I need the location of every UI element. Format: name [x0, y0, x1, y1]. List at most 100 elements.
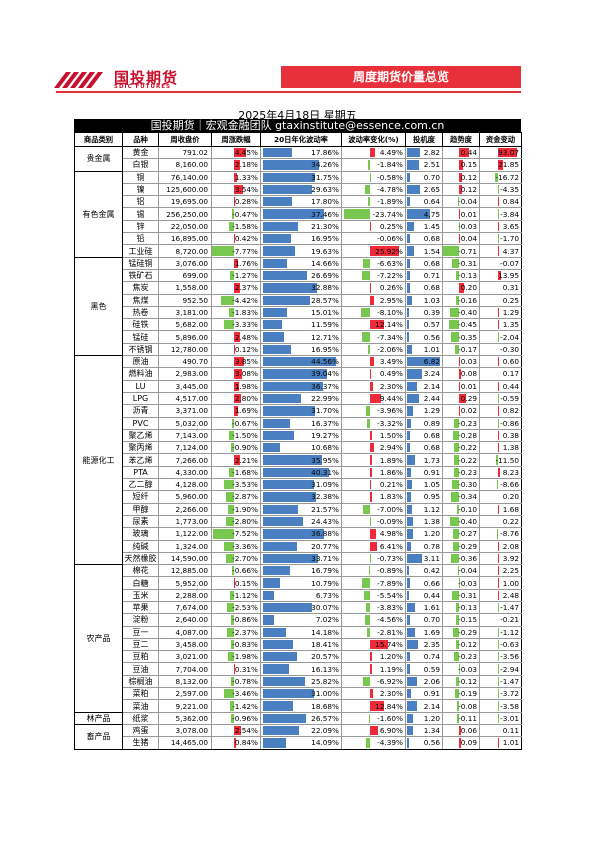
spec-bar	[406, 504, 413, 514]
close-price: 7,674.00	[158, 600, 212, 615]
spec-value: 1.03	[423, 295, 440, 305]
trend-cell: -0.19	[442, 687, 480, 701]
spec-value: 2.14	[423, 701, 440, 711]
trend-cell: -0.17	[442, 342, 480, 357]
vol-bar	[262, 713, 307, 723]
spec-cell: 0.66	[405, 576, 443, 590]
volchg-value: -7.89%	[377, 578, 403, 588]
vol-bar	[262, 418, 290, 428]
product-name: 尿素	[122, 514, 159, 529]
vol-bar	[262, 209, 325, 219]
fund-cell: -16.72	[479, 170, 522, 184]
close-price: 1,773.00	[158, 514, 212, 529]
company-logo: 国投期货 SDIC FUTURES	[52, 66, 212, 92]
spec-value: 0.74	[423, 652, 440, 662]
chg-cell: 0.15%	[211, 576, 261, 590]
spec-value: 4.75	[423, 209, 440, 219]
vol-cell: 21.30%	[260, 219, 342, 234]
trend-cell: -0.23	[442, 650, 480, 664]
trend-bar	[456, 639, 460, 650]
trend-cell: -0.15	[442, 613, 480, 627]
volchg-bar	[362, 504, 371, 514]
chg-cell: -1.58%	[211, 219, 261, 234]
vol-value: 15.01%	[311, 308, 339, 317]
volchg-cell: 4.49%	[341, 145, 406, 160]
vol-bar	[262, 492, 317, 502]
vol-cell: 37.46%	[260, 207, 342, 221]
volchg-bar	[370, 467, 373, 478]
product-name: 豆粕	[122, 650, 159, 664]
chg-bar	[231, 443, 234, 453]
volchg-bar	[369, 553, 371, 564]
table-row: 豆粕 3,021.00 -1.98% 20.57% 1.20% 0.74 -0.23 -3.5…	[75, 650, 522, 664]
volchg-value: 9.44%	[379, 394, 403, 404]
vol-bar	[262, 627, 286, 637]
vol-cell: 31.70%	[260, 404, 342, 418]
vol-cell: 30.07%	[260, 600, 342, 615]
volchg-value: 1.20%	[379, 652, 403, 662]
trend-bar	[459, 184, 462, 195]
spec-value: 0.70	[423, 615, 440, 625]
close-price: 1,324.00	[158, 539, 212, 553]
trend-value: -0.13	[458, 271, 477, 281]
volchg-cell: 0.25%	[341, 219, 406, 234]
trend-cell: 0.06	[442, 723, 480, 738]
trend-value: -0.40	[458, 517, 477, 527]
trend-bar	[453, 467, 460, 478]
chg-bar	[226, 553, 234, 564]
close-price: 19,695.00	[158, 195, 212, 209]
vol-cell: 10.68%	[260, 441, 342, 455]
volchg-bar	[370, 148, 376, 158]
fund-value: 2.48	[502, 590, 519, 600]
trend-cell: -0.40	[442, 305, 480, 320]
spec-cell: 0.59	[405, 662, 443, 676]
volchg-value: -6.63%	[377, 258, 403, 268]
chg-bar	[223, 689, 234, 699]
table-row: 纯碱 1,324.00 -3.36% 20.77% 6.41% 0.78 -0.29 2.08	[75, 539, 522, 553]
fund-bar	[498, 160, 503, 170]
spec-cell: 1.73	[405, 453, 443, 467]
volchg-cell: 1.19%	[341, 662, 406, 676]
vol-value: 18.41%	[311, 640, 339, 650]
volchg-value: -3.32%	[377, 418, 403, 428]
fund-cell: 1.68	[479, 502, 522, 516]
fund-value: 0.44	[502, 381, 519, 391]
volchg-bar	[368, 197, 371, 207]
trend-bar	[450, 516, 460, 527]
fund-value: 13.95	[498, 271, 519, 281]
fund-value: 0.82	[502, 406, 519, 416]
spec-cell: 0.64	[405, 195, 443, 209]
volchg-value: -2.81%	[377, 627, 403, 637]
volchg-bar	[364, 590, 371, 600]
product-name: 工业硅	[122, 244, 159, 258]
vol-bar	[262, 738, 286, 748]
spec-bar	[406, 172, 411, 182]
vol-value: 7.02%	[315, 615, 339, 625]
vol-value: 19.63%	[311, 246, 339, 256]
vol-value: 16.95%	[311, 234, 339, 244]
volchg-bar	[367, 627, 371, 637]
volchg-cell: 0.49%	[341, 367, 406, 381]
table-row: 铝 19,695.00 0.28% 17.80% -1.89% 0.64 -0.04 0.84	[75, 195, 522, 209]
spec-cell: 1.20	[405, 527, 443, 541]
chg-value: -2.53%	[232, 603, 258, 613]
fund-value: -0.21	[500, 615, 519, 625]
chg-value: -3.53%	[232, 480, 258, 490]
trend-bar	[458, 566, 460, 576]
chg-value: -7.52%	[232, 529, 258, 539]
volchg-bar	[361, 307, 371, 318]
vol-cell: 6.73%	[260, 588, 342, 602]
spec-value: 0.56	[423, 332, 440, 342]
chg-cell: -0.83%	[211, 637, 261, 652]
trend-value: 0.15	[460, 160, 477, 170]
chg-value: 0.42%	[234, 234, 258, 244]
chg-value: -1.12%	[232, 590, 258, 600]
volchg-value: 4.98%	[379, 529, 403, 539]
spec-bar	[406, 270, 411, 281]
fund-value: 1.68	[502, 504, 519, 514]
chg-value: -7.77%	[232, 246, 258, 256]
vol-value: 21.30%	[311, 221, 339, 231]
volchg-cell: -4.78%	[341, 182, 406, 197]
spec-value: 0.68	[423, 430, 440, 440]
trend-value: 0.04	[460, 234, 477, 244]
